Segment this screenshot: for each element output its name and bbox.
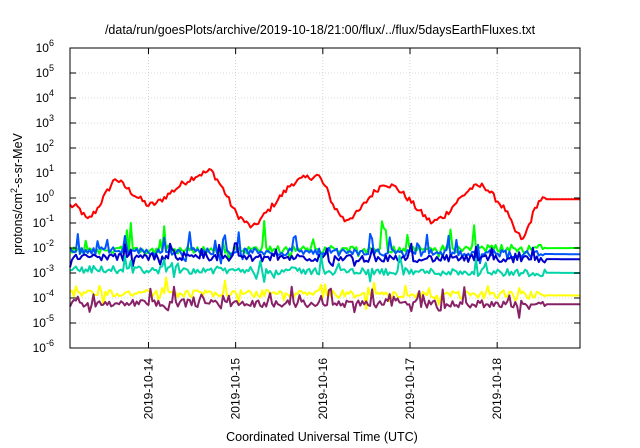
series-line-3 xyxy=(69,242,581,268)
y-tick-exponent: -1 xyxy=(46,213,54,223)
y-tick-exponent: -4 xyxy=(46,288,54,298)
y-tick-label: 103 xyxy=(36,113,54,130)
y-tick-exponent: 3 xyxy=(49,113,54,123)
y-tick-exponent: 1 xyxy=(49,163,54,173)
y-tick-label: 10-6 xyxy=(33,338,54,355)
y-tick-exponent: 2 xyxy=(49,138,54,148)
y-tick-label: 105 xyxy=(36,63,54,80)
y-tick-exponent: 5 xyxy=(49,63,54,73)
y-tick-base: 10 xyxy=(33,341,47,355)
y-ticks: 10-610-510-410-310-210-11001011021031041… xyxy=(33,38,580,355)
y-tick-base: 10 xyxy=(36,141,50,155)
y-tick-base: 10 xyxy=(36,191,50,205)
y-tick-exponent: -3 xyxy=(46,263,54,273)
y-tick-label: 104 xyxy=(36,88,54,105)
y-axis-label-rest: -s-sr-MeV xyxy=(11,132,25,188)
y-tick-base: 10 xyxy=(36,166,50,180)
y-tick-base: 10 xyxy=(33,216,47,230)
y-tick-exponent: 4 xyxy=(49,88,54,98)
y-tick-label: 10-5 xyxy=(33,313,54,330)
y-tick-base: 10 xyxy=(33,316,47,330)
y-tick-exponent: 0 xyxy=(49,188,54,198)
series-line-1 xyxy=(69,220,580,262)
y-tick-label: 10-1 xyxy=(33,213,54,230)
y-axis-label: protons/cm2-s-sr-MeV xyxy=(9,132,25,254)
y-axis-label-unit: protons/cm xyxy=(11,193,25,255)
y-tick-label: 101 xyxy=(36,163,54,180)
y-tick-label: 10-4 xyxy=(33,288,54,305)
y-tick-label: 10-3 xyxy=(33,263,54,280)
y-tick-label: 102 xyxy=(36,138,54,155)
y-tick-base: 10 xyxy=(33,266,47,280)
x-tick-label: 2019-10-14 xyxy=(141,358,155,420)
series-line-4 xyxy=(69,254,580,283)
y-tick-label: 100 xyxy=(36,188,54,205)
x-tick-label: 2019-10-18 xyxy=(490,358,504,420)
x-tick-label: 2019-10-15 xyxy=(229,358,243,420)
series-line-0 xyxy=(69,168,580,241)
series-lines xyxy=(69,168,581,319)
x-ticks: 2019-10-14 2019-10-15 2019-10-16 2019-10-17… xyxy=(141,48,504,419)
y-axis-label-exponent: 2 xyxy=(9,188,19,193)
y-tick-base: 10 xyxy=(33,291,47,305)
x-tick-label: 2019-10-16 xyxy=(316,358,330,420)
y-tick-exponent: -2 xyxy=(46,238,54,248)
series-line-6 xyxy=(69,285,581,319)
y-tick-exponent: -6 xyxy=(46,338,54,348)
y-tick-base: 10 xyxy=(33,241,47,255)
x-axis-label: Coordinated Universal Time (UTC) xyxy=(226,430,418,444)
y-tick-label: 106 xyxy=(36,38,54,55)
series-line-5 xyxy=(69,276,580,311)
y-tick-label: 10-2 xyxy=(33,238,54,255)
y-tick-exponent: 6 xyxy=(49,38,54,48)
y-tick-base: 10 xyxy=(36,91,50,105)
y-tick-base: 10 xyxy=(36,41,50,55)
chart-title: /data/run/goesPlots/archive/2019-10-18/2… xyxy=(105,23,536,37)
y-tick-exponent: -5 xyxy=(46,313,54,323)
y-tick-base: 10 xyxy=(36,116,50,130)
y-tick-base: 10 xyxy=(36,66,50,80)
x-tick-label: 2019-10-17 xyxy=(403,358,417,420)
